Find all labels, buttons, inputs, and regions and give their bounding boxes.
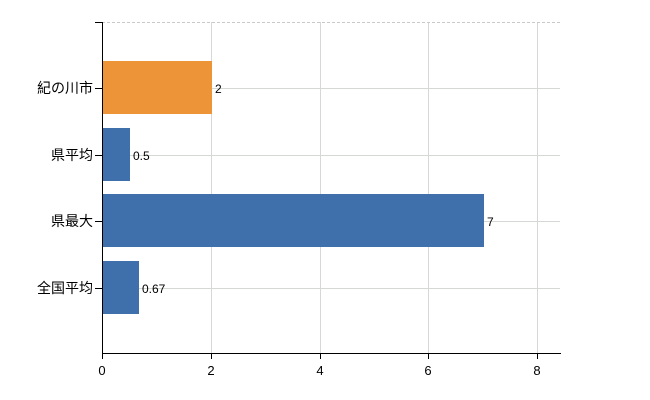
y-axis-tick [95, 288, 102, 289]
x-gridline [537, 22, 538, 353]
x-gridline [428, 22, 429, 353]
category-label: 県平均 [51, 147, 93, 163]
x-axis-tick [428, 354, 429, 359]
y-axis-line [102, 22, 103, 354]
y-axis-tick [95, 88, 102, 89]
plot-top-border [102, 22, 560, 23]
y-axis-tick [95, 155, 102, 156]
x-tick-label: 0 [98, 363, 106, 378]
category-label: 県最大 [51, 213, 93, 229]
category-label: 紀の川市 [37, 80, 93, 96]
y-gridline [102, 88, 560, 89]
x-axis-line [102, 353, 561, 354]
bar-value-label: 7 [487, 215, 494, 229]
x-tick-label: 2 [207, 363, 215, 378]
y-axis-tick [95, 221, 102, 222]
y-axis-top-tick [95, 22, 102, 23]
y-gridline [102, 155, 560, 156]
x-tick-label: 4 [316, 363, 324, 378]
y-gridline [102, 288, 560, 289]
x-gridline [320, 22, 321, 353]
bar-value-label: 0.67 [142, 282, 166, 296]
bar [103, 261, 139, 314]
bar-value-label: 2 [215, 82, 222, 96]
x-axis-tick [102, 354, 103, 359]
bar-value-label: 0.5 [133, 149, 150, 163]
bar [103, 61, 212, 114]
x-axis-tick [537, 354, 538, 359]
x-tick-label: 8 [533, 363, 541, 378]
bar [103, 194, 484, 247]
x-axis-tick [211, 354, 212, 359]
category-label: 全国平均 [37, 280, 93, 296]
x-axis-tick [320, 354, 321, 359]
x-gridline [211, 22, 212, 353]
bar [103, 128, 130, 181]
x-tick-label: 6 [424, 363, 432, 378]
